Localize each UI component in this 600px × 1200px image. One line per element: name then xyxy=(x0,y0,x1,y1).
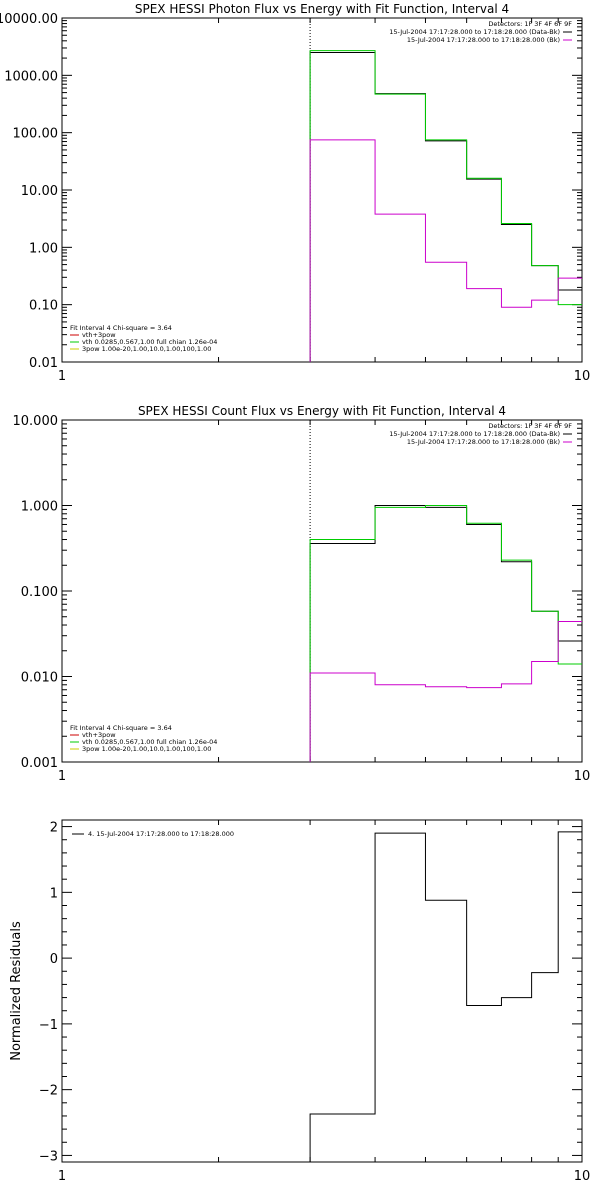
y-tick-label: 0.10 xyxy=(29,299,58,314)
legend-bottom-header: Fit Interval 4 Chi-square = 3.64 xyxy=(70,724,172,732)
plot-frame xyxy=(61,819,583,1163)
legend-label: 4. 15-Jul-2004 17:17:28.000 to 17:18:28.… xyxy=(88,830,234,838)
y-tick-label: 0 xyxy=(50,952,58,967)
series-line-3 xyxy=(309,139,582,362)
legend-top-label: 15-Jul-2004 17:17:28.000 to 17:18:28.000… xyxy=(389,430,560,438)
x-tick-label: 1 xyxy=(58,369,66,384)
y-tick-label: −2 xyxy=(39,1084,58,1099)
y-tick-label: 1.00 xyxy=(29,241,58,256)
series-line-1 xyxy=(309,52,582,362)
y-axis-label: Normalized Residuals xyxy=(9,921,24,1061)
legend-bottom-label: 3pow 1.00e-20,1.00,10.0,1.00,100,1.00 xyxy=(82,745,211,753)
series-line-1 xyxy=(309,505,582,762)
x-tick-label: 10 xyxy=(574,769,591,784)
y-tick-label: 10.00 xyxy=(21,184,58,199)
legend-bottom-label: 3pow 1.00e-20,1.00,10.0,1.00,100,1.00 xyxy=(82,345,211,353)
x-tick-label: 1 xyxy=(58,769,66,784)
series-line-2 xyxy=(309,505,582,762)
y-tick-label: 0.001 xyxy=(21,756,58,771)
x-tick-label: 10 xyxy=(574,1169,591,1184)
y-tick-label: 1.000 xyxy=(21,500,58,515)
panel-1 xyxy=(61,17,583,363)
series-line-3 xyxy=(309,620,582,762)
legend-bottom-label: vth 0.0285,0.567,1.00 full chian 1.26e-0… xyxy=(82,738,217,746)
legend-top-header: Detectors: 1F 3F 4F 6F 9F xyxy=(488,422,572,430)
y-tick-label: −3 xyxy=(39,1149,58,1164)
legend-top-label: 15-Jul-2004 17:17:28.000 to 17:18:28.000… xyxy=(407,438,560,446)
legend-bottom-label: vth+3pow xyxy=(82,731,116,739)
chart-title: SPEX HESSI Photon Flux vs Energy with Fi… xyxy=(135,2,509,16)
panel-2 xyxy=(61,419,583,763)
y-tick-label: 100.00 xyxy=(13,127,59,142)
y-tick-label: 1 xyxy=(50,886,58,901)
chart-title: SPEX HESSI Count Flux vs Energy with Fit… xyxy=(138,404,506,418)
y-tick-label: 0.010 xyxy=(21,671,58,686)
legend-top-header: Detectors: 1F 3F 4F 6F 9F xyxy=(488,20,572,28)
y-tick-label: 10.000 xyxy=(13,414,59,429)
panel-3 xyxy=(61,819,583,1163)
x-tick-label: 10 xyxy=(574,369,591,384)
x-tick-label: 1 xyxy=(58,1169,66,1184)
series-line-2 xyxy=(309,50,582,362)
y-tick-label: −1 xyxy=(39,1018,58,1033)
plot-frame xyxy=(61,17,583,363)
plot-frame xyxy=(61,419,583,763)
legend-bottom-label: vth+3pow xyxy=(82,331,116,339)
y-tick-label: 10000.00 xyxy=(0,12,58,27)
legend-bottom-label: vth 0.0285,0.567,1.00 full chian 1.26e-0… xyxy=(82,338,217,346)
legend-bottom-header: Fit Interval 4 Chi-square = 3.64 xyxy=(70,324,172,332)
series-line-1 xyxy=(309,831,582,1162)
y-tick-label: 0.100 xyxy=(21,585,58,600)
y-tick-label: 2 xyxy=(50,821,58,836)
y-tick-label: 1000.00 xyxy=(4,69,58,84)
y-tick-label: 0.01 xyxy=(29,356,58,371)
legend-top-label: 15-Jul-2004 17:17:28.000 to 17:18:28.000… xyxy=(389,28,560,36)
legend-top-label: 15-Jul-2004 17:17:28.000 to 17:18:28.000… xyxy=(407,36,560,44)
